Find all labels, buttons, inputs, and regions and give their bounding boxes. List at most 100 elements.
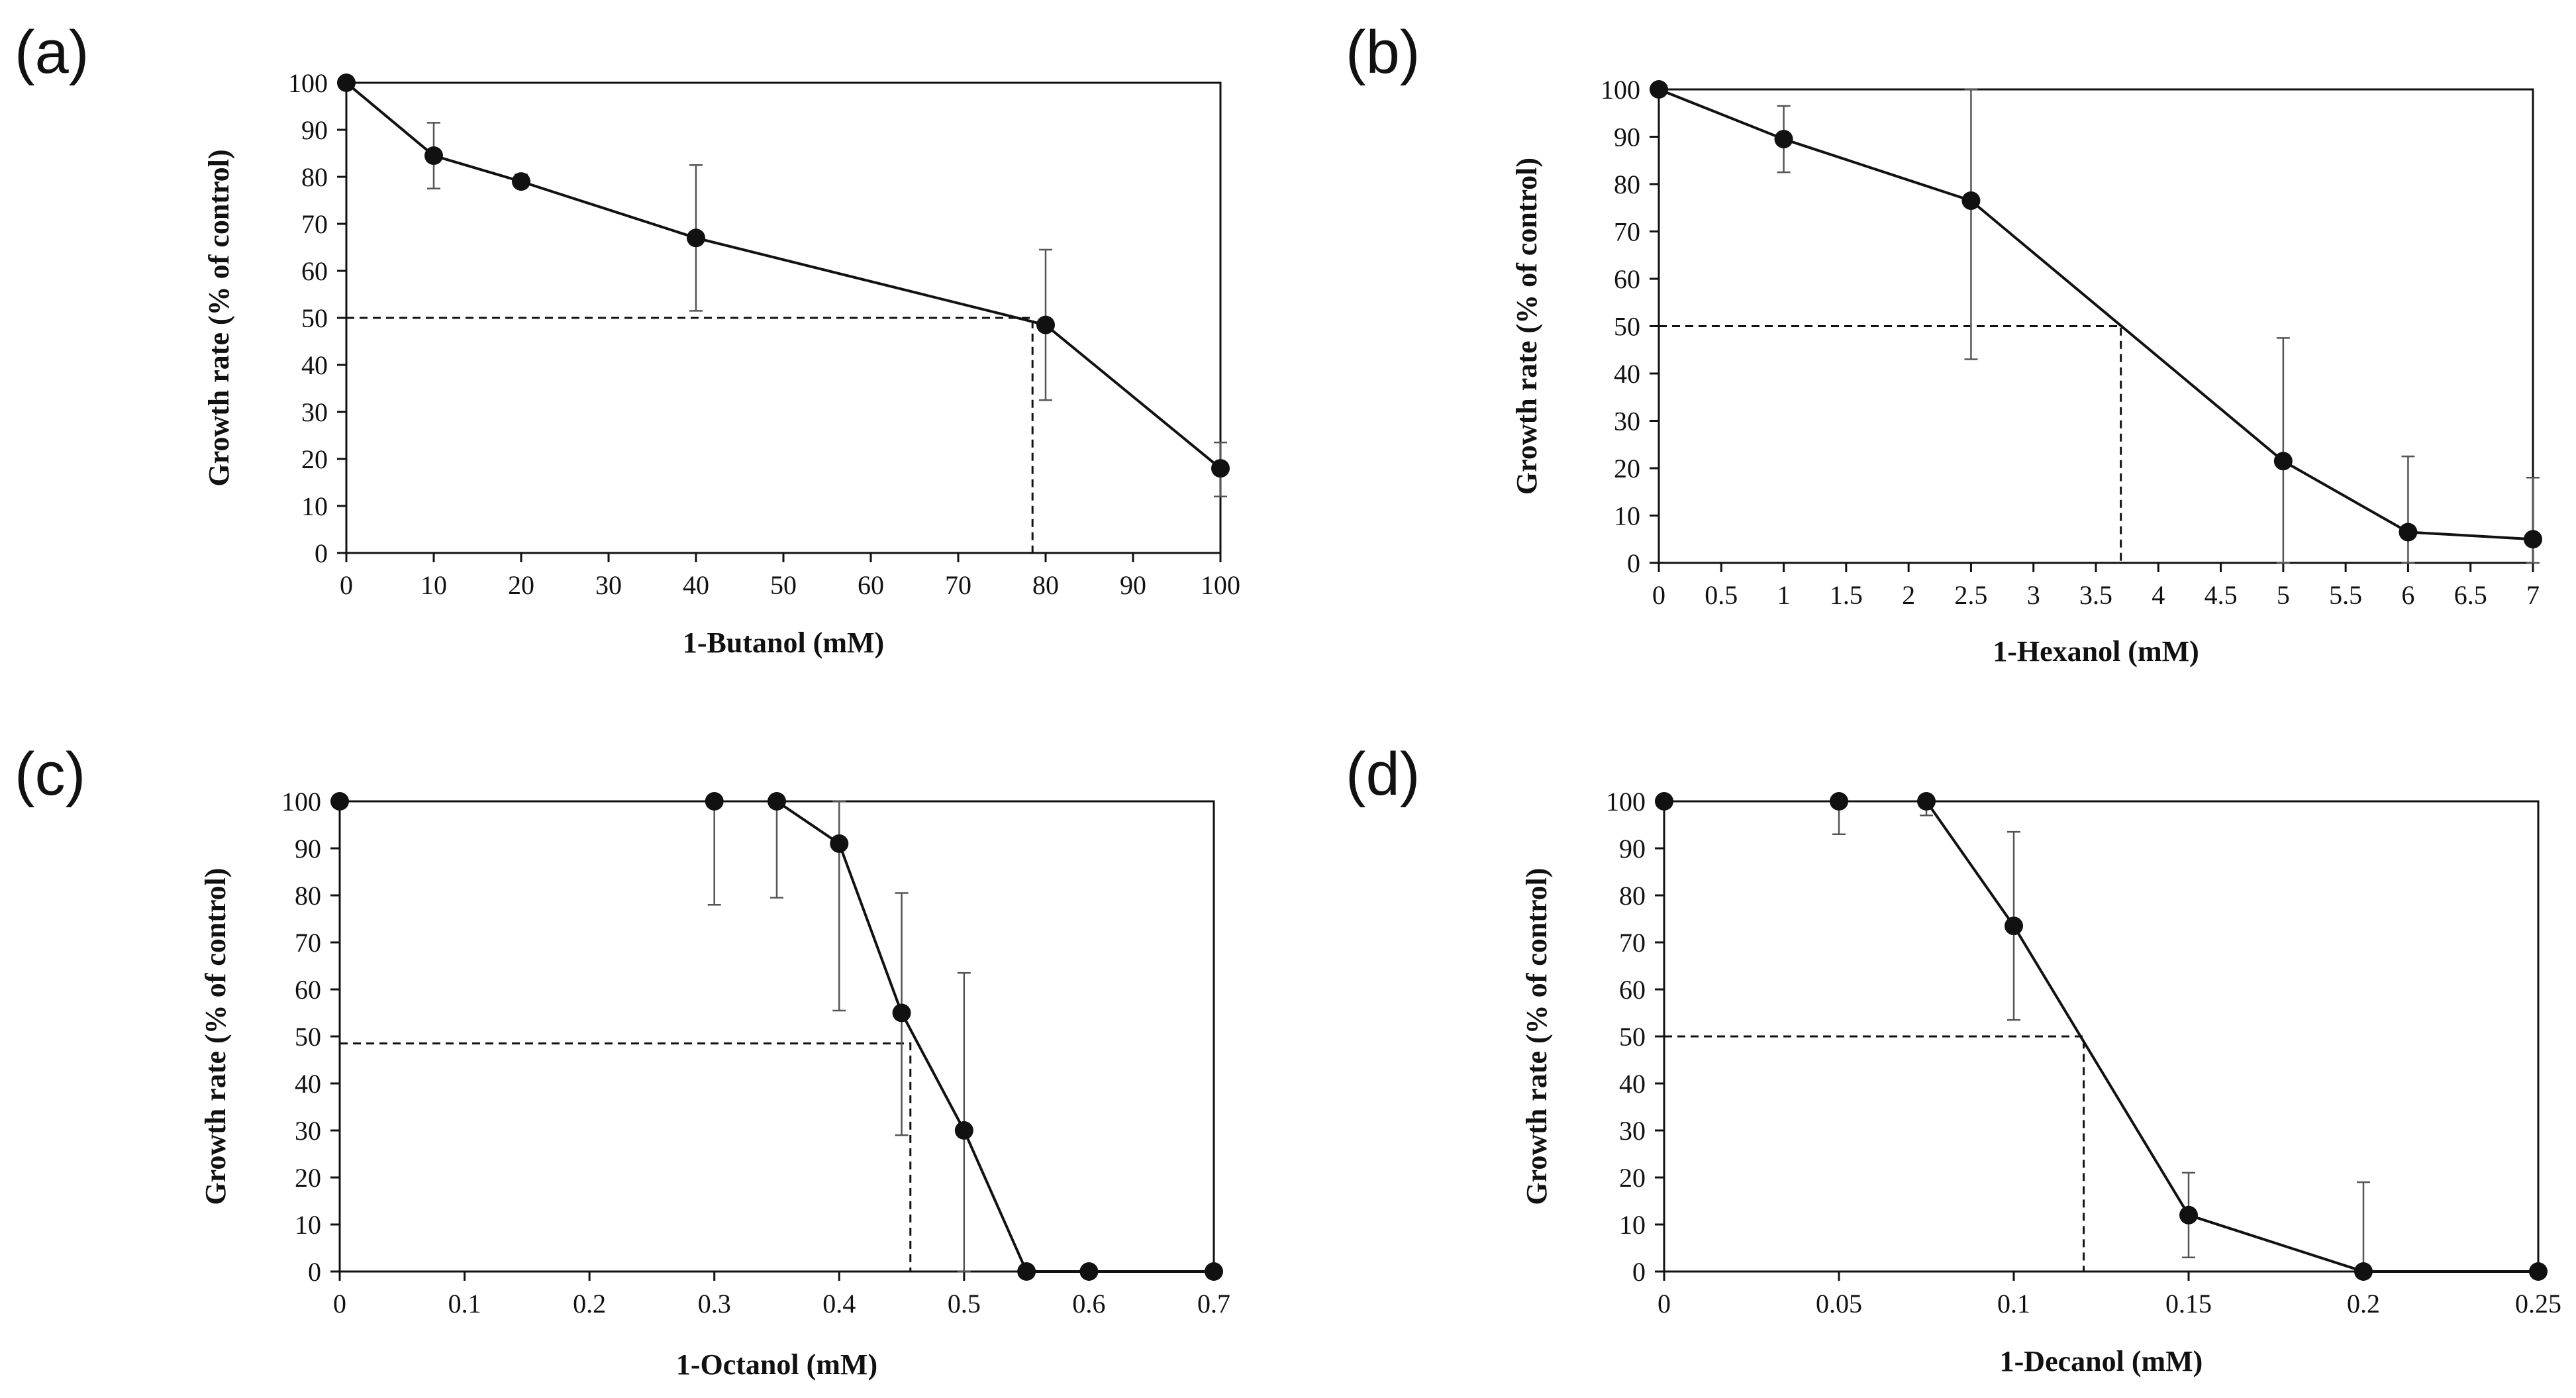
- data-point: [2399, 523, 2418, 542]
- y-tick-label: 0: [308, 1257, 321, 1287]
- x-tick-label: 0.05: [1816, 1289, 1862, 1319]
- data-point: [337, 74, 356, 92]
- data-point: [687, 228, 705, 248]
- data-point: [2524, 530, 2542, 549]
- data-point: [2354, 1262, 2373, 1281]
- y-tick-label: 80: [295, 881, 321, 911]
- data-point: [892, 1003, 911, 1023]
- y-tick-label: 10: [1614, 501, 1640, 531]
- x-axis-title: 1-Hexanol (mM): [1993, 635, 2199, 668]
- data-point: [1036, 315, 1055, 334]
- ic50-reference-line: [1664, 1035, 2085, 1272]
- y-tick-label: 10: [301, 491, 328, 521]
- x-tick-label: 0.4: [822, 1289, 856, 1319]
- x-tick-label: 30: [595, 570, 622, 600]
- panel-label: (a): [15, 19, 89, 86]
- x-tick-label: 80: [1032, 570, 1059, 600]
- x-tick-label: 2.5: [1954, 580, 1987, 610]
- y-axis-title: Growth rate (% of control): [199, 868, 232, 1205]
- y-tick-label: 70: [301, 209, 328, 239]
- x-tick-label: 0: [340, 570, 353, 600]
- chart-panel: (b) 0 10 20 30 40 50 60 70 80 90 100 0 0.5 1 1.5 2 2.5 3 3.…: [1346, 19, 2542, 668]
- data-point: [424, 146, 443, 166]
- y-tick-label: 60: [1614, 264, 1640, 294]
- x-tick-label: 20: [508, 570, 534, 600]
- x-tick-label: 0.2: [2347, 1289, 2380, 1319]
- series-line: [1925, 800, 2538, 1273]
- data-point: [1830, 792, 1848, 811]
- y-tick-label: 60: [1619, 975, 1646, 1005]
- y-tick-label: 30: [1619, 1116, 1646, 1146]
- x-tick-label: 10: [421, 570, 447, 600]
- data-point: [1205, 1262, 1223, 1281]
- ic50-reference-line: [340, 1042, 912, 1272]
- plot-frame: [1663, 800, 2540, 1273]
- data-point: [1917, 792, 1936, 811]
- panel-label: (c): [15, 740, 85, 808]
- data-point: [1079, 1262, 1099, 1281]
- y-tick-label: 60: [301, 256, 328, 286]
- data-point: [2179, 1205, 2198, 1224]
- y-tick-label: 80: [1614, 170, 1640, 199]
- data-point: [1774, 130, 1793, 149]
- chart-panel: (a) 0 10 20 30 40 50 60 70 80 90 100 0 10 20 30 40 50 60 70…: [15, 19, 1240, 659]
- data-point: [1017, 1262, 1036, 1281]
- x-tick-label: 0.6: [1072, 1289, 1105, 1319]
- x-tick-label: 90: [1120, 570, 1146, 600]
- y-tick-label: 30: [301, 397, 328, 427]
- y-axis-title: Growth rate (% of control): [203, 149, 235, 486]
- y-tick-label: 100: [1601, 75, 1640, 105]
- x-tick-label: 6.5: [2454, 580, 2487, 610]
- y-tick-label: 0: [315, 538, 328, 568]
- y-tick-label: 90: [301, 115, 328, 145]
- panel-label: (d): [1346, 740, 1420, 808]
- y-tick-label: 90: [1614, 123, 1640, 152]
- y-tick-label: 0: [1632, 1257, 1646, 1287]
- x-tick-label: 0.2: [573, 1289, 606, 1319]
- data-point: [2273, 452, 2293, 471]
- y-tick-label: 40: [301, 350, 328, 380]
- data-point: [1211, 459, 1230, 478]
- x-tick-label: 0.15: [2165, 1289, 2212, 1319]
- x-tick-label: 4: [2152, 580, 2165, 610]
- y-tick-label: 50: [295, 1022, 321, 1052]
- data-point: [768, 792, 786, 811]
- x-tick-label: 40: [683, 570, 709, 600]
- y-tick-label: 80: [301, 162, 328, 192]
- chart-panel: (c) 0 10 20 30 40 50 60 70 80 90 100 0 0.1 0.2 0.3 0.4 0.…: [15, 740, 1230, 1381]
- data-point: [1650, 80, 1668, 99]
- series-line: [775, 800, 1214, 1273]
- x-axis-title: 1-Butanol (mM): [683, 626, 884, 659]
- data-point: [2005, 917, 2023, 936]
- data-point: [705, 792, 724, 811]
- x-axis-title: 1-Decanol (mM): [2000, 1345, 2203, 1377]
- x-axis-title: 1-Octanol (mM): [676, 1348, 877, 1381]
- x-tick-label: 0.7: [1197, 1289, 1230, 1319]
- y-tick-label: 60: [295, 975, 321, 1005]
- y-tick-label: 90: [1619, 834, 1646, 864]
- y-tick-label: 30: [1614, 407, 1640, 436]
- y-axis-title: Growth rate (% of control): [1520, 868, 1553, 1205]
- panel-label: (b): [1346, 19, 1420, 86]
- y-tick-label: 100: [288, 68, 328, 98]
- data-point: [954, 1121, 973, 1140]
- y-tick-label: 10: [1619, 1210, 1646, 1240]
- y-tick-label: 70: [1614, 217, 1640, 247]
- x-tick-label: 0.5: [948, 1289, 981, 1319]
- data-point: [512, 172, 530, 191]
- y-tick-label: 50: [1619, 1022, 1646, 1052]
- x-tick-label: 5.5: [2329, 580, 2362, 610]
- x-tick-label: 6: [2401, 580, 2414, 610]
- x-tick-label: 3: [2027, 580, 2040, 610]
- y-tick-label: 0: [1627, 548, 1640, 578]
- y-tick-label: 20: [301, 444, 328, 474]
- x-tick-label: 0: [333, 1289, 346, 1319]
- series-line: [345, 81, 1222, 470]
- y-tick-label: 10: [295, 1210, 321, 1240]
- x-tick-label: 50: [770, 570, 797, 600]
- y-tick-label: 40: [1619, 1069, 1646, 1099]
- data-point: [1655, 792, 1673, 811]
- x-tick-label: 0.5: [1705, 580, 1738, 610]
- y-tick-label: 40: [1614, 359, 1640, 389]
